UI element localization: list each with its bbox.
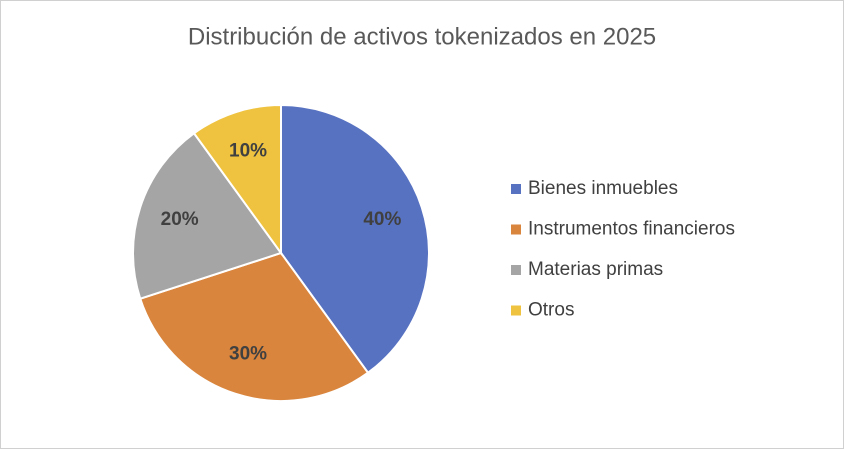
legend-label: Materias primas (528, 259, 663, 280)
legend-label: Otros (528, 300, 574, 321)
legend-swatch (511, 184, 521, 194)
data-label: 40% (363, 209, 401, 230)
pie-slice (192, 103, 282, 257)
data-label: 10% (229, 141, 267, 162)
legend-label: Bienes inmuebles (528, 178, 678, 199)
legend-swatch (511, 305, 521, 316)
legend-label: Instrumentos financieros (528, 219, 735, 240)
legend-swatch (511, 265, 521, 275)
pie-slice (138, 251, 370, 402)
legend-swatch (511, 224, 521, 235)
pie-slice (132, 131, 283, 300)
data-label: 20% (161, 209, 199, 230)
chart-title: Distribución de activos tokenizados en 2… (188, 23, 656, 50)
data-label: 30% (229, 343, 267, 364)
pie-slice (280, 103, 430, 375)
